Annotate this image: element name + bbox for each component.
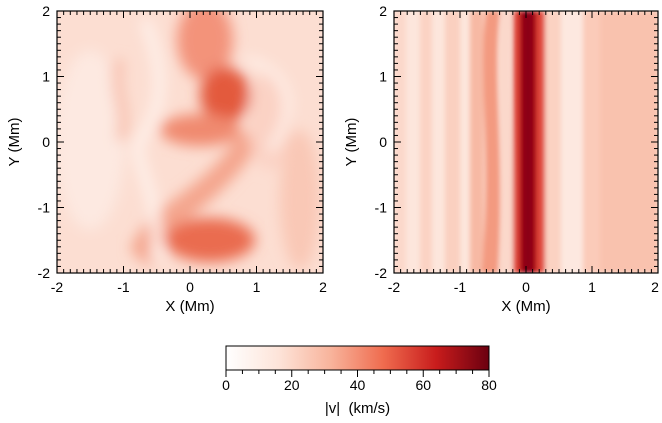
left-y-tick-label: 1: [42, 69, 50, 85]
left-y-tick-label: -1: [38, 200, 51, 216]
right-y-tick-label: 1: [379, 69, 387, 85]
right-x-tick-label: 0: [522, 279, 530, 295]
left-y-axis-title: Y (Mm): [6, 118, 23, 167]
colorbar-ticks: [225, 370, 490, 377]
colorbar: 0 20 40 60 80 |v| (km/s): [222, 345, 497, 417]
right-x-tick-label: -1: [454, 279, 467, 295]
right-y-tick-label: -1: [375, 200, 388, 216]
right-heatmap-panel: -2 -1 0 1 2 2 1 0 -1 -2 X (Mm) Y (Mm): [343, 3, 659, 315]
colorbar-label: |v| (km/s): [325, 400, 390, 417]
colorbar-tick-label: 0: [222, 377, 230, 393]
right-y-axis-title: Y (Mm): [343, 118, 360, 167]
colorbar-gradient: [226, 346, 489, 370]
left-x-axis-title: X (Mm): [165, 298, 214, 315]
right-x-tick-label: 1: [588, 279, 596, 295]
colorbar-tick-label: 20: [284, 377, 300, 393]
colorbar-tick-label: 60: [415, 377, 431, 393]
left-axis-ticks: [56, 10, 324, 274]
left-x-tick-label: 0: [186, 279, 194, 295]
right-y-tick-label: 2: [379, 3, 387, 19]
colorbar-tick-label: 40: [350, 377, 366, 393]
right-x-tick-label: 2: [651, 279, 659, 295]
right-y-tick-label: -2: [375, 265, 388, 281]
colorbar-tick-label: 80: [481, 377, 497, 393]
left-y-tick-label: 2: [42, 3, 50, 19]
left-heatmap-field: [57, 11, 323, 273]
left-x-tick-label: -1: [117, 279, 130, 295]
left-x-tick-label: 2: [319, 279, 327, 295]
right-heatmap-field: [394, 11, 658, 273]
right-x-axis-title: X (Mm): [501, 298, 550, 315]
right-y-tick-label: 0: [379, 134, 387, 150]
left-heatmap-panel: -2 -1 0 1 2 2 1 0 -1 -2 X (Mm) Y (Mm): [6, 3, 327, 315]
left-y-tick-label: 0: [42, 134, 50, 150]
left-x-tick-label: 1: [253, 279, 261, 295]
right-x-tick-label: -2: [388, 279, 401, 295]
right-axis-ticks: [393, 10, 659, 274]
left-y-tick-label: -2: [38, 265, 51, 281]
left-x-tick-label: -2: [51, 279, 64, 295]
